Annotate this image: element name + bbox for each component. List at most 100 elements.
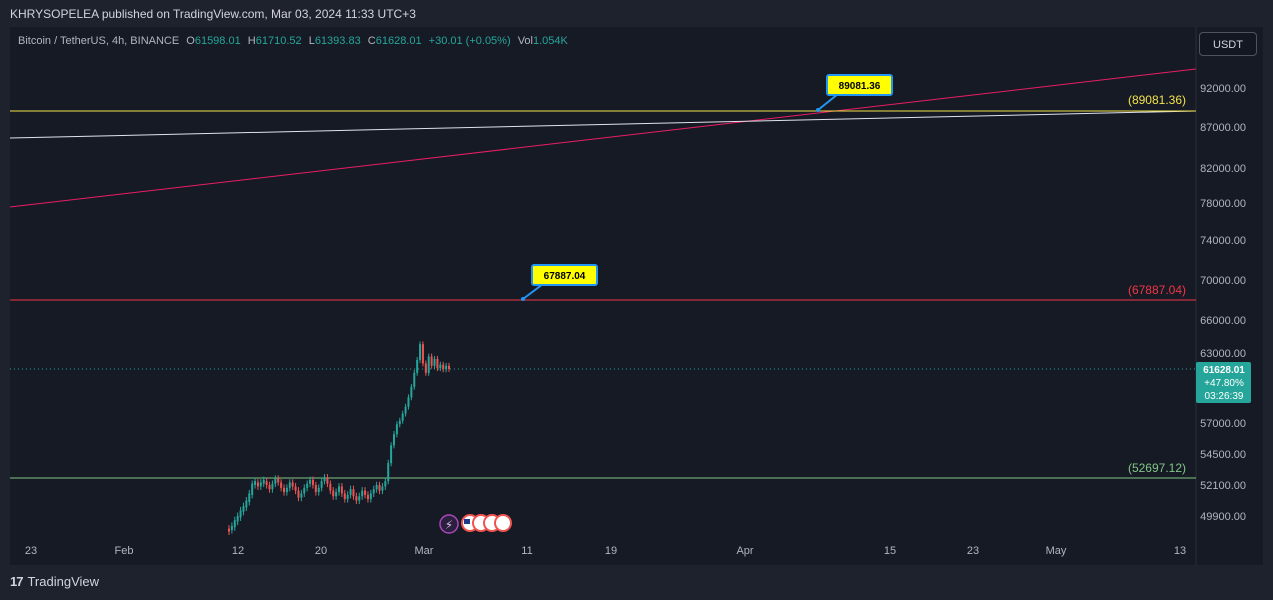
time-tick-label: 23 xyxy=(25,545,37,557)
time-tick-label: 12 xyxy=(232,545,244,557)
callout-89081-text: 89081.36 xyxy=(839,81,881,92)
chart-panel[interactable] xyxy=(10,27,1263,565)
brand-name: TradingView xyxy=(27,574,100,589)
candles-group xyxy=(228,341,450,536)
low-value: 61393.83 xyxy=(314,35,361,47)
time-axis[interactable]: 23 Feb 12 20 Mar 11 19 Apr 15 23 May 13 xyxy=(25,545,1186,557)
candle-body xyxy=(265,481,268,485)
trendline-pink[interactable] xyxy=(9,68,1197,208)
time-tick-label: 20 xyxy=(315,545,327,557)
volume-label: Vol xyxy=(517,35,533,47)
candle-body xyxy=(430,356,433,366)
candle-body xyxy=(427,356,430,373)
last-price-value: 61628.01 xyxy=(1203,365,1245,376)
candle-body xyxy=(332,490,335,497)
callout-89081-anchor xyxy=(816,108,820,112)
trendline-white[interactable] xyxy=(9,110,1197,139)
ohlc-legend[interactable]: Bitcoin / TetherUS, 4h, BINANCE O61598.0… xyxy=(18,35,568,47)
candle-body xyxy=(436,358,439,369)
last-price-badge-bg xyxy=(1196,362,1251,403)
price-tick-label: 87000.00 xyxy=(1200,122,1246,134)
candle-body xyxy=(416,360,419,373)
event-icons[interactable]: ⚡ xyxy=(439,514,512,534)
candle-body xyxy=(314,485,317,493)
candle-body xyxy=(338,486,340,493)
price-tick-label: 63000.00 xyxy=(1200,348,1246,360)
candle-body xyxy=(230,525,233,531)
candle-body xyxy=(274,478,277,484)
price-tick-label: 49900.00 xyxy=(1200,511,1246,523)
candle-body xyxy=(251,483,254,495)
callout-89081[interactable]: 89081.36 xyxy=(816,74,893,112)
callout-67887-text: 67887.04 xyxy=(544,271,586,282)
high-value: 61710.52 xyxy=(255,35,302,47)
candle-body xyxy=(300,493,303,498)
hline-label-89081: (89081.36) xyxy=(1128,93,1186,107)
price-tick-label: 57000.00 xyxy=(1200,418,1246,430)
candle-body xyxy=(407,397,410,407)
candle-body xyxy=(335,492,338,497)
candle-body xyxy=(355,496,358,501)
tradingview-logo-icon: 17 xyxy=(10,574,24,589)
candle-body xyxy=(393,434,395,446)
price-tick-label: 54500.00 xyxy=(1200,449,1246,461)
candle-body xyxy=(410,386,413,398)
candle-body xyxy=(398,420,401,425)
candle-body xyxy=(242,506,245,512)
candle-body xyxy=(413,372,416,387)
candle-body xyxy=(372,489,375,494)
candle-body xyxy=(256,482,259,487)
candle-body xyxy=(448,365,450,370)
time-tick-label: 11 xyxy=(521,545,532,557)
price-tick-label: 66000.00 xyxy=(1200,315,1246,327)
candle-body xyxy=(259,482,262,487)
candle-body xyxy=(285,487,288,493)
candle-body xyxy=(294,486,297,491)
candle-body xyxy=(346,494,349,500)
symbol-label[interactable]: Bitcoin / TetherUS, 4h, BINANCE xyxy=(18,35,180,47)
close-value: 61628.01 xyxy=(375,35,422,47)
candle-body xyxy=(361,490,364,497)
candle-body xyxy=(306,483,309,488)
candle-body xyxy=(442,364,445,370)
candle-body xyxy=(343,493,346,500)
open-value: 61598.01 xyxy=(194,35,241,47)
lightning-glyph-icon: ⚡ xyxy=(445,518,453,532)
candle-body xyxy=(387,463,390,482)
time-tick-label: Feb xyxy=(115,545,134,557)
candle-body xyxy=(239,510,242,518)
published-line: KHRYSOPELEA published on TradingView.com… xyxy=(10,7,416,21)
candle-body xyxy=(303,487,306,494)
time-tick-label: 15 xyxy=(884,545,896,557)
candle-body xyxy=(297,490,300,498)
candle-body xyxy=(271,483,274,490)
price-axis[interactable]: 92000.00 87000.00 82000.00 78000.00 74000.00… xyxy=(1200,83,1246,523)
candle-body xyxy=(340,486,343,494)
candle-body xyxy=(375,485,378,490)
candle-body xyxy=(378,485,381,491)
candle-body xyxy=(369,493,372,500)
hline-label-52697: (52697.12) xyxy=(1128,461,1186,475)
callout-89081-box xyxy=(826,74,893,96)
time-tick-label: Mar xyxy=(415,545,434,557)
candle-body xyxy=(236,516,239,522)
currency-button[interactable]: USDT xyxy=(1199,32,1257,56)
hline-label-67887: (67887.04) xyxy=(1128,283,1186,297)
time-tick-label: 19 xyxy=(605,545,617,557)
candle-body xyxy=(248,493,251,502)
candle-body xyxy=(277,478,280,483)
candle-body xyxy=(262,479,265,484)
last-price-change: +47.80% xyxy=(1204,378,1244,389)
price-tick-label: 74000.00 xyxy=(1200,235,1246,247)
candle-body xyxy=(233,520,236,528)
candle-body xyxy=(384,481,387,487)
candle-body xyxy=(320,481,323,488)
footer-brand[interactable]: 17 TradingView xyxy=(10,574,99,589)
callout-67887-box xyxy=(531,264,598,286)
callout-67887-pointer xyxy=(522,283,544,300)
callout-67887[interactable]: 67887.04 xyxy=(521,264,598,301)
candle-body xyxy=(352,489,355,497)
lightning-event-icon[interactable] xyxy=(439,514,459,534)
us-flag-event-icon[interactable] xyxy=(494,514,512,532)
